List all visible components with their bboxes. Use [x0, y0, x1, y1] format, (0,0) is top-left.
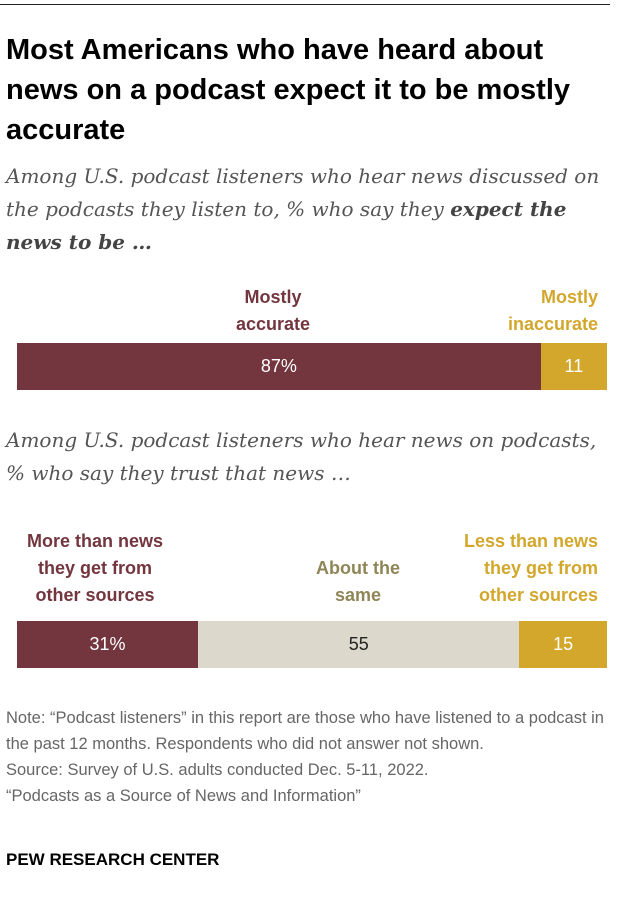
report-title: “Podcasts as a Source of News and Inform…	[6, 787, 361, 805]
chart2-bar-segment-more: 31%	[17, 621, 199, 668]
chart1-bar-segment-accurate: 87%	[17, 343, 541, 390]
chart1-subtitle-text: Among U.S. podcast listeners who hear ne…	[6, 164, 600, 221]
chart2-subtitle-text: Among U.S. podcast listeners who hear ne…	[6, 428, 597, 485]
chart1-subtitle-emphasis: expect the news to be …	[6, 197, 567, 254]
chart2-label-more-line2: they get from	[38, 558, 153, 578]
chart2-label-same-line1: About the	[316, 558, 400, 578]
chart1-label-inaccurate: Mostly inaccurate	[508, 284, 598, 338]
chart-title: Most Americans who have heard about news…	[6, 34, 571, 146]
chart2-label-less-line1: Less than news	[463, 531, 598, 551]
chart1-label-inaccurate-line2: inaccurate	[507, 314, 598, 334]
chart2-bar-segment-same: 55	[198, 621, 520, 668]
chart2-label-less-line2: they get from	[483, 558, 598, 578]
chart2-bar-segment-less: 15	[519, 621, 607, 668]
chart2-label-more-line1: More than news	[27, 531, 164, 551]
chart1-label-accurate-line1: Mostly	[244, 287, 302, 307]
chart1-stacked-bar: 87% 11	[17, 343, 607, 390]
chart2-value-more: 31%	[89, 634, 126, 654]
note-text: Note: “Podcast listeners” in this report…	[6, 709, 604, 753]
chart2-label-same: About the same	[316, 555, 400, 609]
chart2-label-less: Less than news they get from other sourc…	[464, 528, 598, 609]
chart1-bar-segment-inaccurate: 11	[540, 343, 607, 390]
chart2-stacked-bar: 31% 55 15	[17, 621, 607, 668]
chart2-value-same: 55	[348, 634, 369, 654]
chart1-value-inaccurate: 11	[564, 356, 584, 376]
chart2-label-less-line3: other sources	[478, 585, 598, 605]
notes: Note: “Podcast listeners” in this report…	[6, 705, 606, 809]
brand-logo-text: PEW RESEARCH CENTER	[6, 850, 220, 869]
chart2-label-more-line3: other sources	[35, 585, 155, 605]
chart2-subtitle: Among U.S. podcast listeners who hear ne…	[6, 424, 606, 490]
chart1-label-inaccurate-line1: Mostly	[540, 287, 598, 307]
chart1-label-accurate: Mostly accurate	[236, 284, 310, 338]
source-text: Source: Survey of U.S. adults conducted …	[6, 761, 429, 779]
chart2-label-more: More than news they get from other sourc…	[27, 528, 163, 609]
chart1-subtitle: Among U.S. podcast listeners who hear ne…	[6, 160, 606, 259]
chart1-label-accurate-line2: accurate	[235, 314, 310, 334]
chart2-label-same-line2: same	[334, 585, 382, 605]
chart2-value-less: 15	[553, 634, 574, 654]
chart1-value-accurate: 87%	[260, 356, 297, 376]
top-rule	[0, 4, 610, 5]
